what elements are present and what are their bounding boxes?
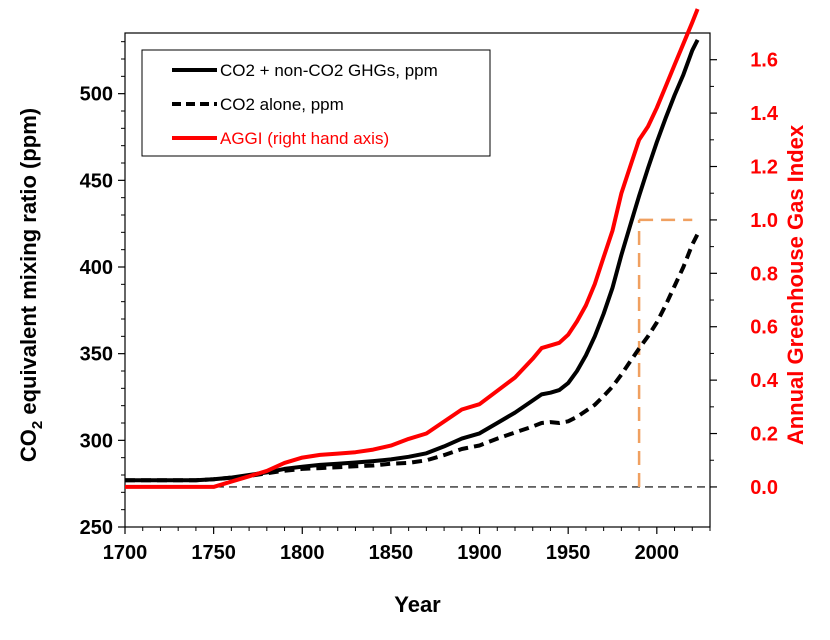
x-tick-label: 1950	[546, 542, 591, 564]
y-tick-label: 350	[80, 344, 113, 366]
x-tick-label: 1850	[369, 542, 414, 564]
y-axis-title: CO2 equivalent mixing ratio (ppm)	[16, 108, 46, 462]
x-tick-label: 1700	[103, 542, 148, 564]
y-axis-title-subscript: 2	[29, 421, 46, 429]
y-tick-label: 250	[80, 517, 113, 539]
y2-axis-title: Annual Greenhouse Gas Index	[783, 124, 808, 445]
x-tick-label: 1900	[457, 542, 502, 564]
y2-tick-label: 0.6	[750, 317, 778, 339]
y2-tick-label: 1.0	[750, 210, 778, 232]
y-tick-label: 300	[80, 430, 113, 452]
legend-label: CO2 alone, ppm	[220, 95, 344, 114]
series-line-co2-alone	[125, 233, 700, 483]
y2-tick-label: 1.2	[750, 157, 778, 179]
y2-tick-label: 1.4	[750, 103, 779, 125]
y-tick-label: 500	[80, 84, 113, 106]
series-line-co2-plus-non-co2	[125, 38, 700, 483]
y2-tick-label: 1.6	[750, 50, 778, 72]
x-tick-label: 1750	[191, 542, 236, 564]
y-axis-title-rest: equivalent mixing ratio (ppm)	[16, 108, 41, 421]
x-tick-label: 1800	[280, 542, 325, 564]
y2-tick-label: 0.0	[750, 477, 778, 499]
legend-label: AGGI (right hand axis)	[220, 129, 389, 148]
y-tick-label: 400	[80, 257, 113, 279]
x-tick-label: 2000	[635, 542, 680, 564]
x-axis-title: Year	[394, 592, 441, 617]
y2-tick-label: 0.8	[750, 263, 778, 285]
y2-tick-label: 0.2	[750, 424, 778, 446]
y-axis-title-main: CO	[16, 429, 41, 462]
y-tick-label: 450	[80, 170, 113, 192]
series-line-aggi	[125, 8, 700, 489]
plot-frame	[124, 32, 711, 528]
legend-label: CO2 + non-CO2 GHGs, ppm	[220, 61, 438, 80]
y2-tick-label: 0.4	[750, 370, 779, 392]
